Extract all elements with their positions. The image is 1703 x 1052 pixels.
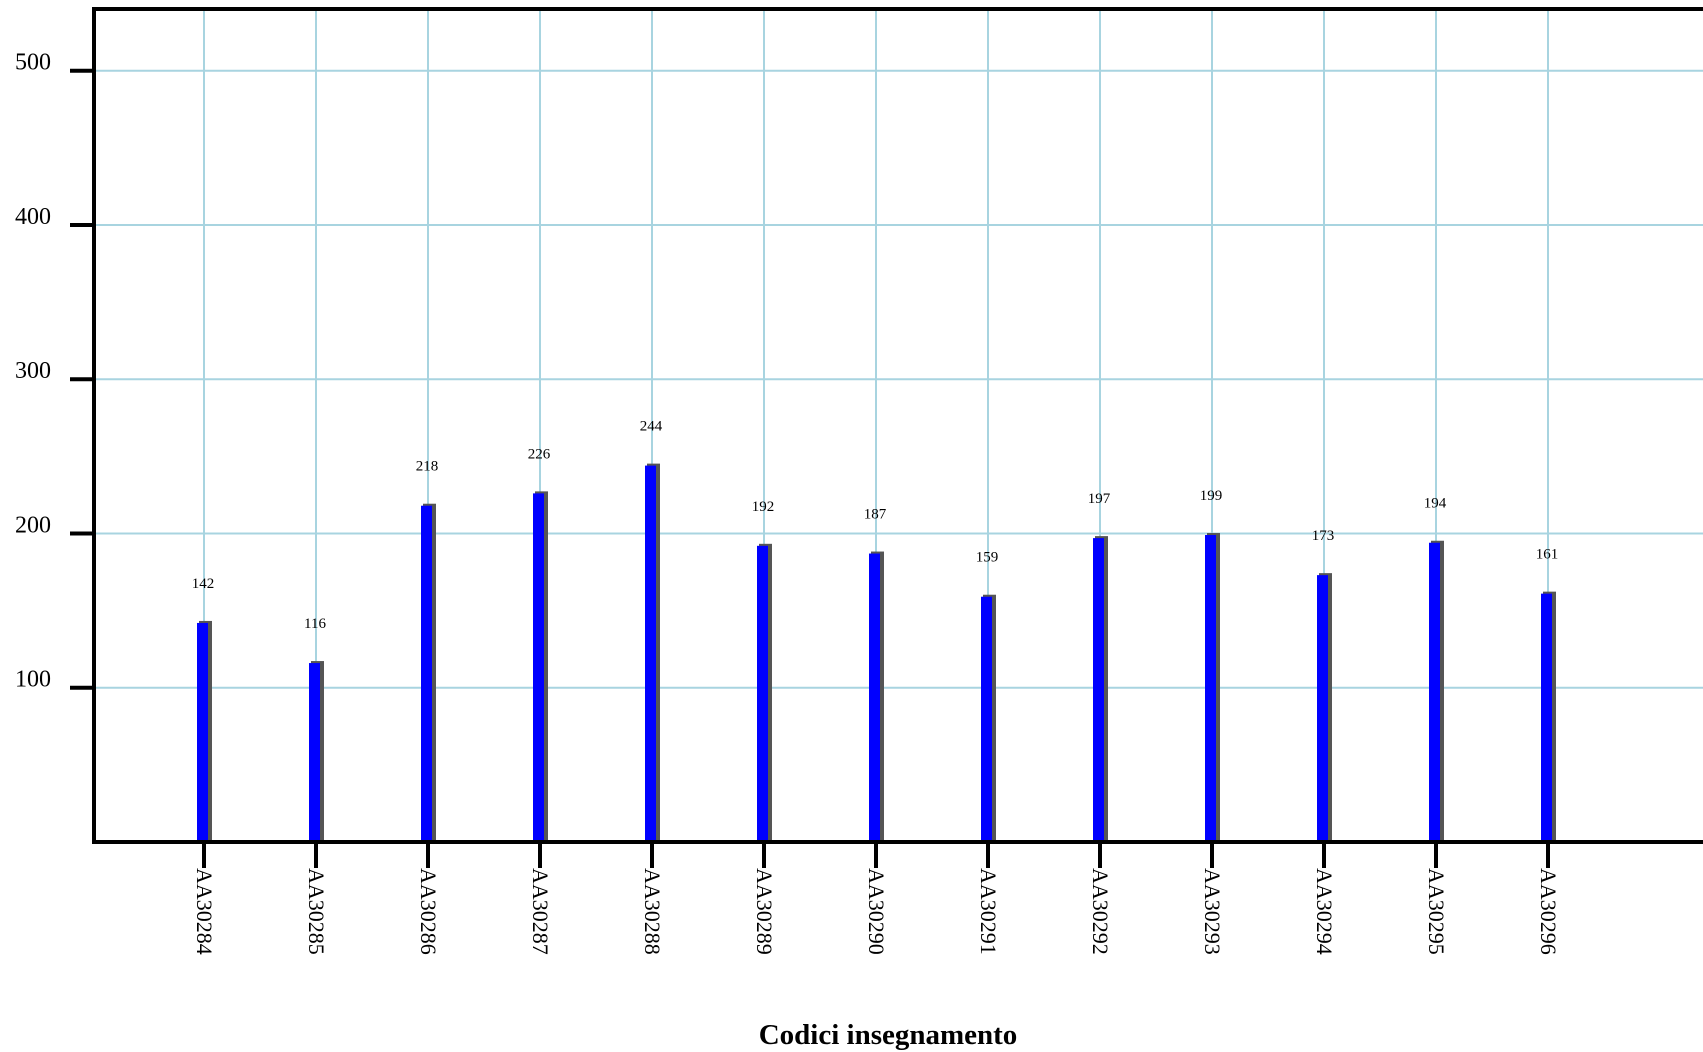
x-tick-label: AA30290: [864, 868, 889, 955]
x-tick-label: AA30293: [1200, 868, 1225, 955]
bar: [1317, 575, 1328, 842]
bar: [309, 663, 320, 842]
bar: [757, 545, 768, 842]
x-tick-label: AA30291: [976, 868, 1001, 955]
data-label: 187: [864, 507, 887, 523]
data-label: 142: [192, 576, 215, 592]
x-tick-label: AA30285: [304, 868, 329, 955]
data-label: 159: [976, 550, 999, 566]
x-tick-label: AA30286: [416, 868, 441, 955]
x-tick-label: AA30292: [1088, 868, 1113, 955]
y-axis-ticks: 100 200 300 400 500: [15, 50, 94, 693]
plot-frame: [92, 7, 1703, 844]
bars: [197, 463, 1556, 842]
x-tick-label: AA30294: [1312, 868, 1337, 955]
bar: [1205, 535, 1216, 842]
x-axis-label: Codici insegnamento: [759, 1019, 1018, 1051]
y-tick-label: 500: [15, 50, 51, 76]
data-label: 116: [304, 616, 326, 632]
data-label: 226: [528, 446, 551, 462]
data-labels: 142 116 218 226 244 192 187 159 197 199 173 194 161: [192, 419, 1559, 632]
data-label: 199: [1200, 488, 1223, 504]
bar: [533, 493, 544, 842]
y-tick-label: 400: [15, 204, 51, 230]
data-label: 192: [752, 499, 775, 515]
data-label: 244: [640, 419, 663, 435]
bar: [1541, 593, 1552, 842]
x-tick-label: AA30289: [752, 868, 777, 955]
x-tick-label: AA30284: [192, 868, 217, 955]
bar: [645, 465, 656, 842]
axes: [92, 7, 1703, 844]
bar: [869, 553, 880, 842]
y-tick-label: 300: [15, 358, 51, 384]
data-label: 218: [416, 459, 439, 475]
x-tick-label: AA30287: [528, 868, 553, 955]
x-tick-label: AA30295: [1424, 868, 1449, 955]
bar: [421, 505, 432, 842]
data-label: 161: [1536, 547, 1559, 563]
data-label: 194: [1424, 496, 1447, 512]
grid-lines: [94, 9, 1703, 842]
bar: [1429, 542, 1440, 842]
y-tick-label: 200: [15, 512, 51, 538]
y-tick-label: 100: [15, 667, 51, 693]
bar: [197, 622, 208, 842]
x-tick-label: AA30288: [640, 868, 665, 955]
x-tick-label: AA30296: [1536, 868, 1561, 955]
data-label: 173: [1312, 528, 1335, 544]
x-axis-ticks: AA30284 AA30285 AA30286 AA30287 AA30288 AA302…: [192, 842, 1561, 955]
bar: [1093, 538, 1104, 842]
data-label: 197: [1088, 491, 1111, 507]
bar: [981, 596, 992, 842]
